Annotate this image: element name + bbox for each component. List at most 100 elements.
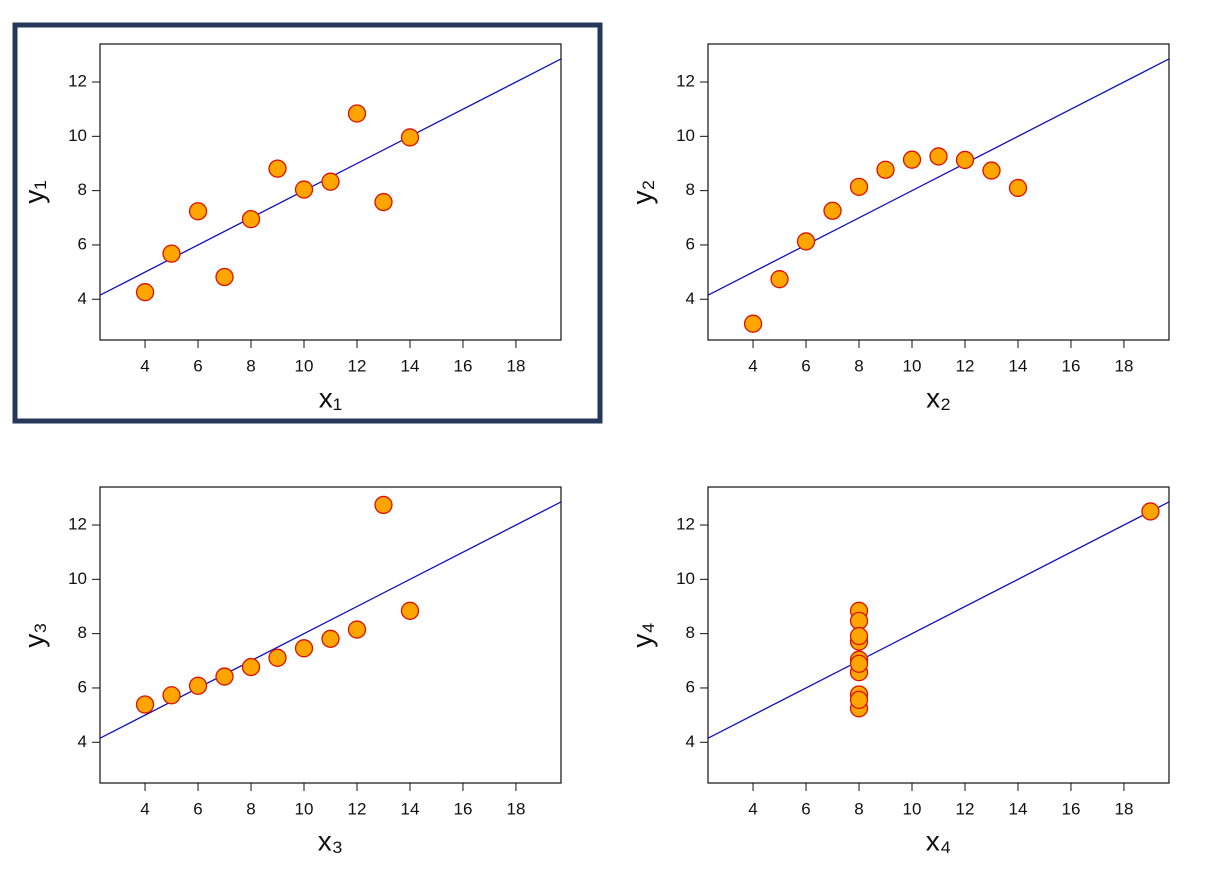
point xyxy=(294,180,314,199)
plot-area xyxy=(708,58,1169,333)
x-tick-label: 4 xyxy=(748,356,757,375)
point xyxy=(294,639,314,658)
y-tick-label: 12 xyxy=(676,72,695,91)
y-tick-label: 8 xyxy=(686,623,695,642)
y-tick-label: 6 xyxy=(78,677,87,696)
point xyxy=(902,150,922,169)
x-tick-label: 14 xyxy=(401,799,420,818)
point xyxy=(188,676,208,695)
y-axis-label: y₁ xyxy=(18,180,49,203)
x-tick-label: 6 xyxy=(193,356,202,375)
y-tick-label: 8 xyxy=(686,180,695,199)
chart-panel: 4 6 8 10 12 14 16 18 4 6 8 10 12 x₃ y₃ xyxy=(18,486,562,856)
x-tick-label: 8 xyxy=(854,799,863,818)
point xyxy=(400,601,420,620)
fit-line xyxy=(708,501,1169,739)
x-tick-label: 6 xyxy=(801,799,810,818)
x-tick-label: 16 xyxy=(1062,356,1081,375)
point xyxy=(849,654,869,673)
point xyxy=(347,620,367,639)
point xyxy=(215,667,234,686)
selection-frame xyxy=(12,22,603,424)
x-tick-label: 16 xyxy=(1062,799,1081,818)
x-tick-label: 8 xyxy=(246,799,255,818)
point xyxy=(162,686,181,705)
y-tick-label: 10 xyxy=(676,569,695,588)
x-tick-label: 4 xyxy=(140,356,149,375)
x-tick-label: 16 xyxy=(454,799,473,818)
plot-frame xyxy=(707,43,1170,341)
point xyxy=(849,177,869,196)
point xyxy=(215,267,234,287)
point xyxy=(268,648,287,667)
point xyxy=(321,629,340,648)
point xyxy=(241,210,261,229)
x-tick-label: 6 xyxy=(801,356,810,375)
plot-frame xyxy=(707,486,1170,784)
y-tick-label: 8 xyxy=(78,180,87,199)
y-tick-label: 12 xyxy=(676,515,695,534)
point xyxy=(162,244,181,263)
point xyxy=(135,695,155,714)
point xyxy=(400,128,420,147)
x-tick-label: 18 xyxy=(1114,799,1133,818)
plot-area xyxy=(100,495,561,739)
y-tick-label: 10 xyxy=(68,569,87,588)
point xyxy=(770,270,789,289)
x-tick-label: 18 xyxy=(1114,356,1133,375)
y-tick-label: 6 xyxy=(686,234,695,253)
point xyxy=(823,201,842,220)
y-tick-label: 6 xyxy=(686,677,695,696)
point xyxy=(849,626,869,646)
point xyxy=(241,657,261,677)
x-tick-label: 4 xyxy=(140,799,149,818)
x-tick-label: 10 xyxy=(903,356,922,375)
x-tick-label: 12 xyxy=(348,799,367,818)
point xyxy=(955,150,975,170)
chart-panel: 4 6 8 10 12 14 16 18 4 6 8 10 12 x₄ y₄ xyxy=(626,486,1170,856)
y-tick-label: 8 xyxy=(78,623,87,642)
x-tick-label: 10 xyxy=(295,799,314,818)
point xyxy=(796,232,816,251)
x-tick-label: 10 xyxy=(295,356,314,375)
point xyxy=(374,192,393,212)
point xyxy=(347,104,367,123)
chart-panel: 4 6 8 10 12 14 16 18 4 6 8 10 12 x₁ y₁ xyxy=(18,43,562,413)
point xyxy=(982,161,1001,180)
x-tick-label: 14 xyxy=(1009,799,1028,818)
x-axis-label: x₁ xyxy=(319,382,342,413)
x-tick-label: 6 xyxy=(193,799,202,818)
y-axis-label: y₂ xyxy=(626,180,657,205)
point xyxy=(188,202,208,221)
point xyxy=(743,314,763,333)
x-axis-label: x₄ xyxy=(926,825,951,856)
x-tick-label: 12 xyxy=(956,356,975,375)
point xyxy=(1008,178,1028,198)
point xyxy=(876,160,895,179)
y-tick-label: 12 xyxy=(68,515,87,534)
point xyxy=(135,283,155,302)
point xyxy=(849,690,869,710)
x-tick-label: 4 xyxy=(748,799,757,818)
x-tick-label: 14 xyxy=(1009,356,1028,375)
point xyxy=(321,172,340,191)
plot-area xyxy=(100,58,561,302)
point xyxy=(374,495,393,515)
y-axis-label: y₃ xyxy=(18,622,49,647)
y-tick-label: 10 xyxy=(676,126,695,145)
y-tick-label: 6 xyxy=(78,234,87,253)
point xyxy=(929,147,948,166)
x-tick-label: 16 xyxy=(454,356,473,375)
y-tick-label: 4 xyxy=(686,732,695,751)
y-tick-label: 4 xyxy=(78,289,87,308)
plot-frame xyxy=(99,486,562,784)
x-tick-label: 12 xyxy=(348,356,367,375)
x-axis-label: x₃ xyxy=(318,825,343,856)
x-tick-label: 14 xyxy=(401,356,420,375)
x-axis-label: x₂ xyxy=(926,382,951,413)
point xyxy=(849,611,869,631)
plot-frame xyxy=(99,43,562,341)
